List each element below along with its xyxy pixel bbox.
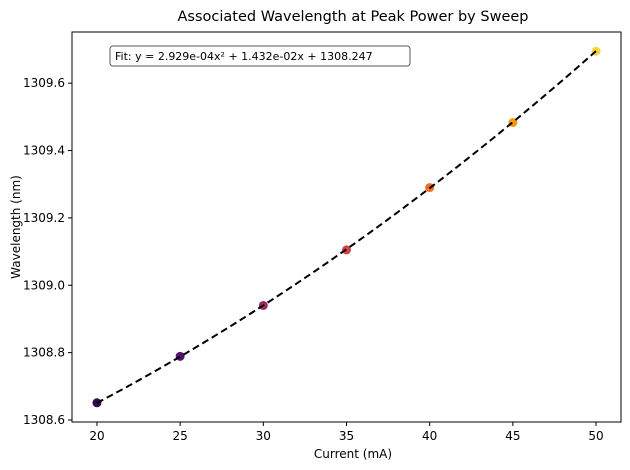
axes-frame: [71, 31, 622, 423]
y-axis-ticks: 1308.6 1308.8 1309.0 1309.2 1309.4 1309.6: [23, 76, 72, 427]
y-tick-label: 1309.4: [23, 144, 65, 158]
y-axis-label: Wavelength (nm): [9, 175, 23, 279]
x-tick-label: 30: [256, 429, 271, 443]
y-tick-label: 1309.6: [23, 76, 65, 90]
x-tick-label: 35: [339, 429, 354, 443]
y-tick-label: 1309.2: [23, 211, 65, 225]
plot-area: [92, 46, 601, 408]
x-tick-label: 25: [172, 429, 187, 443]
fit-box-frame: [109, 45, 411, 67]
x-tick-label: 45: [505, 429, 520, 443]
x-tick-label: 20: [89, 429, 104, 443]
fit-equation-box: Fit: y = 2.929e-04x² + 1.432e-02x + 1308…: [109, 45, 411, 67]
chart-title: Associated Wavelength at Peak Power by S…: [177, 9, 528, 25]
y-tick-label: 1309.0: [23, 278, 65, 292]
fit-equation-text: Fit: y = 2.929e-04x² + 1.432e-02x + 1308…: [115, 50, 373, 63]
y-tick-label: 1308.6: [23, 413, 65, 427]
x-tick-label: 50: [588, 429, 603, 443]
y-tick-label: 1308.8: [23, 346, 65, 360]
x-axis-label: Current (mA): [314, 447, 392, 461]
x-tick-label: 40: [422, 429, 437, 443]
fit-curve: [96, 50, 597, 404]
x-axis-ticks: 20 25 30 35 40 45 50: [89, 422, 604, 443]
